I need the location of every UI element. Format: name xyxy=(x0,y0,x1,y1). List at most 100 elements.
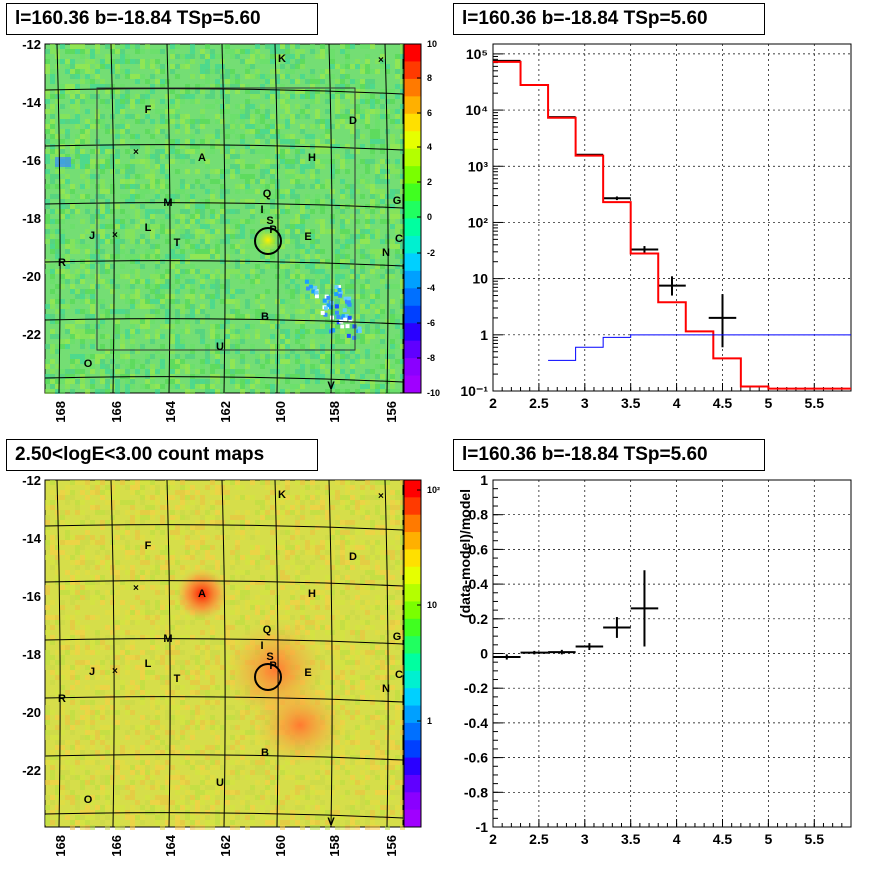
map-x-tick-label: 158 xyxy=(327,835,342,857)
colorbar-segment xyxy=(404,78,421,97)
bottom-right-title: l=160.36 b=-18.84 TSp=5.60 xyxy=(453,439,765,471)
colorbar-segment xyxy=(404,323,421,342)
source-label-u: U xyxy=(216,777,224,789)
source-label-n: N xyxy=(382,247,390,259)
map-y-tick-label: -18 xyxy=(22,211,41,226)
map-x-tick-label: 166 xyxy=(109,401,124,423)
source-label-s: S xyxy=(266,215,273,227)
data-point xyxy=(603,617,631,638)
data-point xyxy=(658,276,686,296)
map-y-tick-label: -12 xyxy=(22,37,41,52)
colorbar-frame xyxy=(403,479,422,828)
x-tick-label: 5.5 xyxy=(805,395,825,411)
colorbar-tick-label: -8 xyxy=(427,353,435,363)
source-label-r: R xyxy=(58,693,66,705)
data-point xyxy=(493,59,521,62)
map-x-tick-label: 156 xyxy=(384,401,399,423)
data-point xyxy=(520,83,549,86)
source-label-k: K xyxy=(278,53,286,65)
plot-frame xyxy=(492,479,852,828)
source-label-u: U xyxy=(216,341,224,353)
y-tick-label: 1 xyxy=(480,472,488,488)
x-tick-label: 3.5 xyxy=(621,831,641,847)
colorbar-tick-label: -10 xyxy=(427,388,440,398)
source-label-a: A xyxy=(198,152,206,164)
map-y-tick-label: -16 xyxy=(22,153,41,168)
y-tick-label: 10⁵ xyxy=(466,46,488,62)
roi-box xyxy=(96,87,356,351)
colorbar-tick-label: -2 xyxy=(427,248,435,258)
data-point xyxy=(708,294,737,348)
colorbar-segment xyxy=(404,670,421,689)
y-tick-label: 10³ xyxy=(468,158,489,174)
data-point xyxy=(493,654,521,660)
x-tick-label: 2 xyxy=(489,831,497,847)
x-tick-label: 4.5 xyxy=(713,395,733,411)
map-y-tick-label: -22 xyxy=(22,763,41,778)
source-label-h: H xyxy=(308,152,316,164)
map-x-tick-label: 164 xyxy=(163,834,178,856)
colorbar-frame xyxy=(403,43,422,394)
colorbar-segment xyxy=(404,636,421,654)
colorbar-segment xyxy=(404,183,421,202)
colorbar-segment xyxy=(404,532,421,550)
y-axis-label: (data-model)/model xyxy=(457,489,473,618)
map-x-tick-label: 160 xyxy=(273,401,288,423)
y-tick-label: -0.2 xyxy=(464,680,488,696)
x-tick-label: 3.5 xyxy=(621,395,641,411)
source-label-d: D xyxy=(349,551,357,563)
colorbar-segment xyxy=(404,375,421,394)
source-label-p: P xyxy=(269,660,276,672)
y-tick-label: -0.8 xyxy=(464,784,488,800)
colorbar-segment xyxy=(404,480,421,498)
source-label-g: G xyxy=(393,631,402,643)
diffuse-emission-P xyxy=(225,620,325,720)
colorbar-segment xyxy=(404,113,421,132)
y-tick-label: 0 xyxy=(480,646,488,662)
y-tick-label: 0.6 xyxy=(469,541,489,557)
source-label-t: T xyxy=(174,237,181,249)
y-tick-label: 0.2 xyxy=(469,611,489,627)
source-label-b: B xyxy=(261,311,269,323)
data-point xyxy=(548,649,576,655)
map-y-tick-label: -14 xyxy=(22,531,42,546)
map-x-tick-label: 162 xyxy=(218,401,233,423)
x-tick-label: 3 xyxy=(581,395,589,411)
top-right-title: l=160.36 b=-18.84 TSp=5.60 xyxy=(453,3,765,35)
data-point xyxy=(520,650,549,655)
x-tick-label: 5.5 xyxy=(805,831,825,847)
data-point xyxy=(575,643,604,651)
negative-residual-region xyxy=(55,157,362,340)
map-y-tick-label: -20 xyxy=(22,269,41,284)
map-x-tick-label: 160 xyxy=(273,835,288,857)
data-point xyxy=(548,116,576,119)
source-label-h: H xyxy=(308,588,316,600)
colorbar-tick-label: 6 xyxy=(427,108,432,118)
source-label-o: O xyxy=(84,794,93,806)
x-tick-label: 4 xyxy=(673,395,681,411)
colorbar-segment xyxy=(404,688,421,707)
source-marker: × xyxy=(112,230,118,241)
colorbar-segment xyxy=(404,253,421,272)
map-x-tick-label: 168 xyxy=(53,835,68,857)
source-label-r: R xyxy=(58,257,66,269)
data-point xyxy=(603,196,631,201)
colorbar-segment xyxy=(404,705,421,724)
source-label-l: L xyxy=(145,658,152,670)
y-tick-label: -0.4 xyxy=(464,715,488,731)
source-label-f: F xyxy=(145,540,152,552)
colorbar-segment xyxy=(404,148,421,167)
source-label-v: V xyxy=(327,816,335,828)
source-circle xyxy=(254,663,282,691)
bright-source-A xyxy=(176,568,228,620)
diffuse-emission-B xyxy=(255,685,345,765)
x-tick-label: 2.5 xyxy=(529,395,549,411)
data-point xyxy=(575,153,604,156)
source-label-i: I xyxy=(260,640,263,652)
map-y-tick-label: -16 xyxy=(22,589,41,604)
source-marker: × xyxy=(133,147,139,158)
colorbar-segment xyxy=(404,601,421,620)
